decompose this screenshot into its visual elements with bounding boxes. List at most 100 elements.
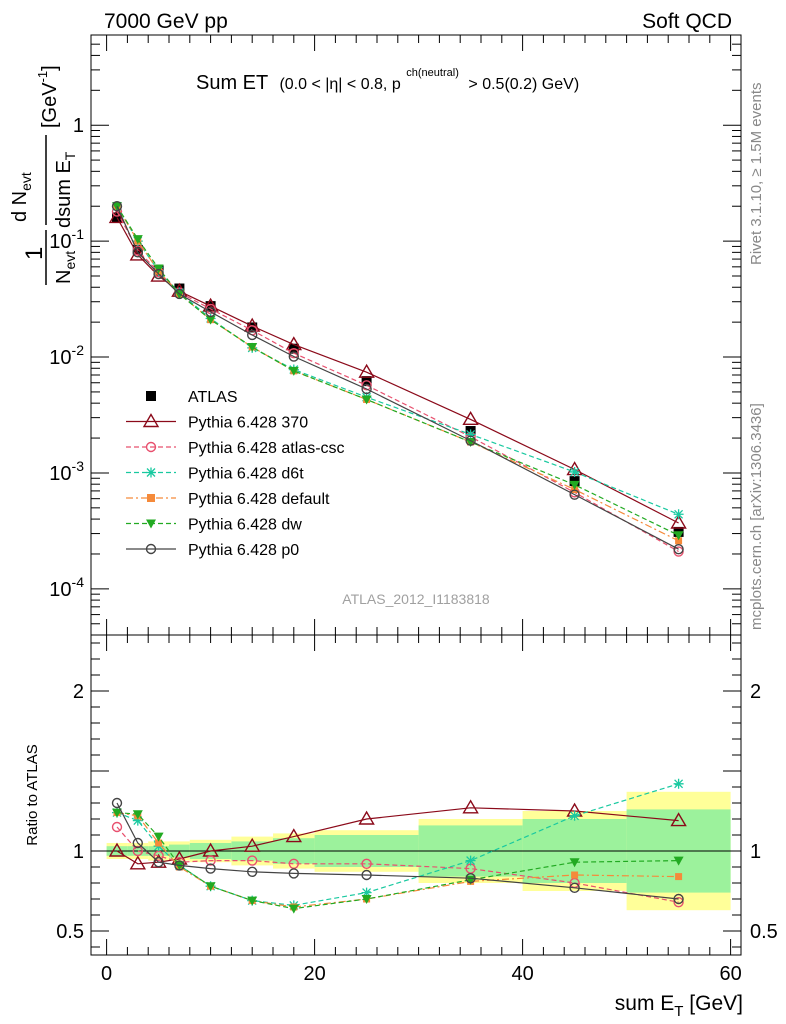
main-point-6-6 xyxy=(288,351,299,362)
legend-marker-2 xyxy=(145,441,157,453)
plot-title-cuts-end: > 0.5(0.2) GeV) xyxy=(468,76,579,93)
legend-label-0: ATLAS xyxy=(188,389,238,406)
plot-title: Sum ET (0.0 < |η| < 0.8, p ch(neutral) >… xyxy=(196,59,579,94)
main-series-line-6 xyxy=(116,205,679,550)
ratio-point-3-9 xyxy=(571,871,579,879)
ratio-point-4-9 xyxy=(569,858,580,868)
svg-text:dsum ET: dsum ET xyxy=(53,151,78,228)
legend-entry-2: Pythia 6.428 atlas-csc xyxy=(126,440,345,457)
ratio-plot-frame xyxy=(90,634,742,956)
main-series-line-5 xyxy=(116,205,679,536)
x-tick-label: 60 xyxy=(719,963,741,985)
main-point-5-9 xyxy=(569,480,580,490)
main-axes: 10-4 10-3 10-2 10-1 1 xyxy=(49,34,741,636)
main-point-5-8 xyxy=(465,437,476,447)
ratio-point-2-8 xyxy=(465,855,476,866)
main-point-5-6 xyxy=(288,366,299,376)
ratio-point-5-10 xyxy=(673,893,684,905)
ratio-ytick-label-right: 1 xyxy=(750,841,761,863)
x-axis-label: sum ET [GeV] xyxy=(615,992,743,1020)
x-tick-label: 0 xyxy=(101,963,112,985)
ratio-point-5-1 xyxy=(132,837,144,849)
main-point-5-4 xyxy=(205,315,216,325)
ratio-point-0-10 xyxy=(670,812,687,827)
ratio-point-5-9 xyxy=(569,882,580,893)
ratio-series-line-5 xyxy=(116,802,679,900)
legend-marker-4 xyxy=(147,494,155,502)
main-point-6-9 xyxy=(569,489,580,500)
main-point-0-5 xyxy=(247,322,258,333)
main-point-5-10 xyxy=(673,531,684,541)
ratio-point-3-2 xyxy=(155,839,163,847)
ratio-series-line-0 xyxy=(116,807,679,865)
main-point-1-0 xyxy=(108,209,126,224)
main-point-0-0 xyxy=(112,212,122,223)
ratio-point-5-6 xyxy=(288,868,299,879)
legend-entry-1: Pythia 6.428 370 xyxy=(126,413,308,432)
legend-entry-0: ATLAS xyxy=(146,389,238,406)
process-label: Soft QCD xyxy=(642,10,732,33)
main-point-1-8 xyxy=(462,410,479,426)
ratio-point-4-0 xyxy=(112,808,122,818)
energy-label: 7000 GeV pp xyxy=(104,10,228,33)
main-ytick-label: 10-4 xyxy=(49,574,84,601)
ratio-point-4-1 xyxy=(132,810,143,820)
ratio-ytick-label-right: 2 xyxy=(750,681,761,703)
ratio-series-0 xyxy=(108,799,687,870)
legend-marker-0 xyxy=(146,391,156,401)
ratio-point-2-9 xyxy=(569,810,580,821)
main-plot-marks xyxy=(108,201,687,557)
ratio-point-1-7 xyxy=(361,858,372,869)
ratio-ytick-label-right: 0.5 xyxy=(750,921,778,943)
ratio-point-5-8 xyxy=(465,873,476,884)
svg-text:Nevt: Nevt xyxy=(53,251,78,284)
main-ytick-label: 10-1 xyxy=(49,226,84,253)
main-series-5 xyxy=(112,202,684,541)
main-point-6-1 xyxy=(132,247,144,258)
main-point-2-6 xyxy=(288,347,299,359)
ratio-panel: 0.5 0.51 12 20 20 40 60 Ratio to ATLAS sum ET … xyxy=(24,634,778,1020)
legend-marker-3 xyxy=(146,467,156,478)
x-tick-label: 20 xyxy=(303,963,325,985)
svg-text:d Nevt: d Nevt xyxy=(9,172,34,222)
main-point-5-5 xyxy=(247,343,258,353)
legend-marker-6 xyxy=(145,543,157,555)
main-point-6-10 xyxy=(673,543,684,555)
ratio-ytick-label-left: 0.5 xyxy=(56,921,84,943)
legend-entry-3: Pythia 6.428 d6t xyxy=(126,466,304,483)
ratio-point-2-7 xyxy=(361,887,372,898)
legend-marker-5 xyxy=(146,519,156,529)
plot-title-main: Sum ET xyxy=(196,72,268,94)
main-point-5-7 xyxy=(361,395,372,405)
ratio-point-4-5 xyxy=(247,896,258,906)
legend-label-3: Pythia 6.428 d6t xyxy=(188,466,304,483)
ratio-point-5-5 xyxy=(246,866,258,877)
ratio-point-5-4 xyxy=(205,863,216,874)
main-series-0 xyxy=(112,212,684,537)
main-point-6-7 xyxy=(361,383,372,395)
ratio-point-4-4 xyxy=(205,882,216,892)
svg-text:[GeV-1]: [GeV-1] xyxy=(35,65,61,128)
legend: ATLAS Pythia 6.428 370 Pythia 6.428 atlas-… xyxy=(126,389,345,559)
legend-entry-6: Pythia 6.428 p0 xyxy=(126,542,299,559)
ratio-axes: 0.5 0.51 12 20 20 40 60 xyxy=(56,635,778,985)
legend-label-6: Pythia 6.428 p0 xyxy=(188,542,299,559)
legend-entry-5: Pythia 6.428 dw xyxy=(126,517,302,534)
ratio-point-2-10 xyxy=(673,778,684,789)
ratio-ytick-label-left: 1 xyxy=(73,841,84,863)
legend-label-5: Pythia 6.428 dw xyxy=(188,517,302,534)
ratio-point-1-1 xyxy=(132,845,144,857)
ratio-series-5 xyxy=(111,797,684,905)
ratio-point-3-10 xyxy=(675,873,683,881)
legend-label-2: Pythia 6.428 atlas-csc xyxy=(188,440,345,457)
x-tick-label: 40 xyxy=(511,963,533,985)
main-point-6-4 xyxy=(205,306,216,318)
main-point-6-3 xyxy=(174,288,185,300)
ratio-point-2-1 xyxy=(132,815,143,826)
ratio-point-0-8 xyxy=(462,799,479,814)
main-ylabel: 1 Nevt d Nevt dsum ET [GeV-1] xyxy=(9,65,78,285)
main-point-3-9 xyxy=(569,466,580,477)
ratio-ylabel: Ratio to ATLAS xyxy=(24,744,41,845)
ratio-point-5-2 xyxy=(153,857,164,868)
